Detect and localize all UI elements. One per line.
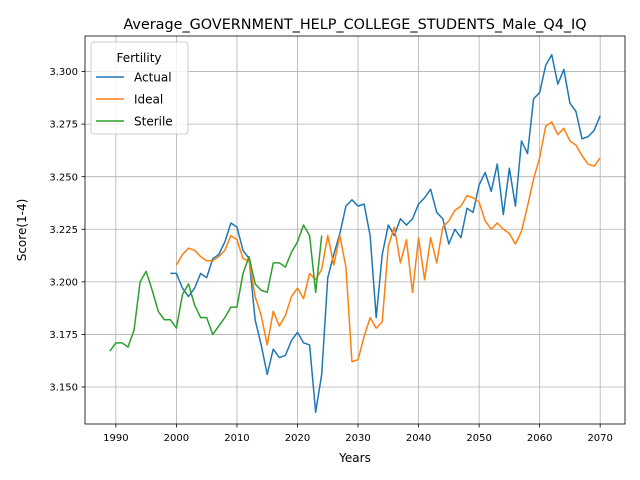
x-axis: 1990 2000 2010 2020 2030 2040 2050 2060 2070 [103,424,613,444]
y-tick-label: 3.175 [49,330,78,341]
x-tick-label: 2020 [285,433,310,444]
plot-frame [84,35,626,425]
grid [85,36,625,424]
x-tick-label: 2010 [224,433,249,444]
legend: Fertility Actual Ideal Sterile [90,41,189,135]
series-line-actual [170,53,601,413]
legend-title: Fertility [116,51,161,65]
legend-label-ideal: Ideal [134,93,163,107]
legend-label-actual: Actual [134,71,172,85]
y-tick-label: 3.250 [49,172,78,183]
y-tick-label: 3.300 [49,67,78,78]
y-tick-label: 3.225 [49,225,78,236]
y-tick-label: 3.275 [49,120,78,131]
legend-label-sterile: Sterile [134,115,173,129]
x-tick-label: 2030 [345,433,370,444]
legend-items: Actual Ideal Sterile [96,71,173,129]
x-axis-label: Years [338,451,371,465]
series-lines [109,53,601,413]
y-axis: 3.150 3.175 3.200 3.225 3.250 3.275 3.300 [49,67,85,394]
y-tick-label: 3.200 [49,277,78,288]
x-tick-label: 2000 [164,433,189,444]
x-tick-label: 2060 [527,433,552,444]
series-line-sterile [109,224,323,352]
chart-title: Average_GOVERNMENT_HELP_COLLEGE_STUDENTS… [123,17,586,33]
x-tick-label: 2070 [587,433,612,444]
y-axis-label: Score(1-4) [15,199,29,262]
legend-frame [90,41,189,135]
y-tick-label: 3.150 [49,383,78,394]
x-tick-label: 1990 [103,433,128,444]
x-tick-label: 2040 [406,433,431,444]
x-tick-label: 2050 [466,433,491,444]
